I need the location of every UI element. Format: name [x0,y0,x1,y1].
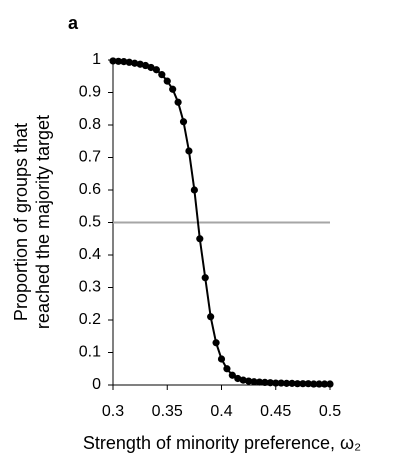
marker [125,58,133,66]
marker [217,355,226,363]
x-tick-label: 0.3 [102,403,124,420]
marker [310,380,318,388]
marker [228,371,236,379]
marker [169,85,177,93]
marker [152,66,160,74]
marker [234,374,242,383]
marker [179,118,188,126]
marker [245,377,253,385]
marker [131,59,139,67]
y-tick-label: 0.4 [79,246,101,263]
marker [109,57,117,65]
marker [315,380,323,388]
x-tick-label: 0.45 [260,403,291,420]
marker [261,378,269,386]
y-tick-label: 0.3 [79,279,101,296]
marker [201,274,209,282]
y-tick-label: 0.6 [79,181,101,198]
marker [141,61,150,70]
marker [293,380,302,388]
marker [120,58,128,66]
marker [283,379,291,387]
y-tick-label: 0.9 [79,84,101,101]
marker [190,186,198,194]
marker [196,235,204,243]
marker [288,379,296,387]
marker [158,71,166,79]
marker [147,63,155,72]
y-tick-label: 0.1 [79,344,101,361]
y-tick-label: 0.2 [79,311,101,328]
y-axis-title: Proportion of groups that [11,123,31,321]
marker [277,379,285,387]
marker [326,380,334,388]
x-tick-label: 0.5 [319,403,341,420]
marker [304,380,312,388]
marker [239,376,247,384]
marker [255,378,264,386]
marker [136,60,144,68]
marker [320,380,329,388]
y-tick-label: 0.5 [79,214,101,231]
y-tick-label: 0.8 [79,116,101,133]
marker [299,380,307,388]
y-tick-label: 0.7 [79,149,101,166]
marker [185,147,193,155]
marker [223,365,231,373]
marker [174,98,182,106]
x-tick-label: 0.4 [210,403,232,420]
marker [163,77,171,85]
marker [266,379,274,387]
y-axis-title: reached the majority target [33,115,53,329]
marker [250,378,258,386]
x-axis-title: Strength of minority preference, ω₂ [83,433,361,453]
y-tick-label: 1 [92,51,101,68]
y-tick-label: 0 [92,376,101,393]
marker [212,339,220,347]
marker [114,57,123,65]
marker [272,379,280,387]
marker [207,313,215,321]
x-tick-label: 0.35 [152,403,183,420]
panel-label: a [68,13,79,33]
